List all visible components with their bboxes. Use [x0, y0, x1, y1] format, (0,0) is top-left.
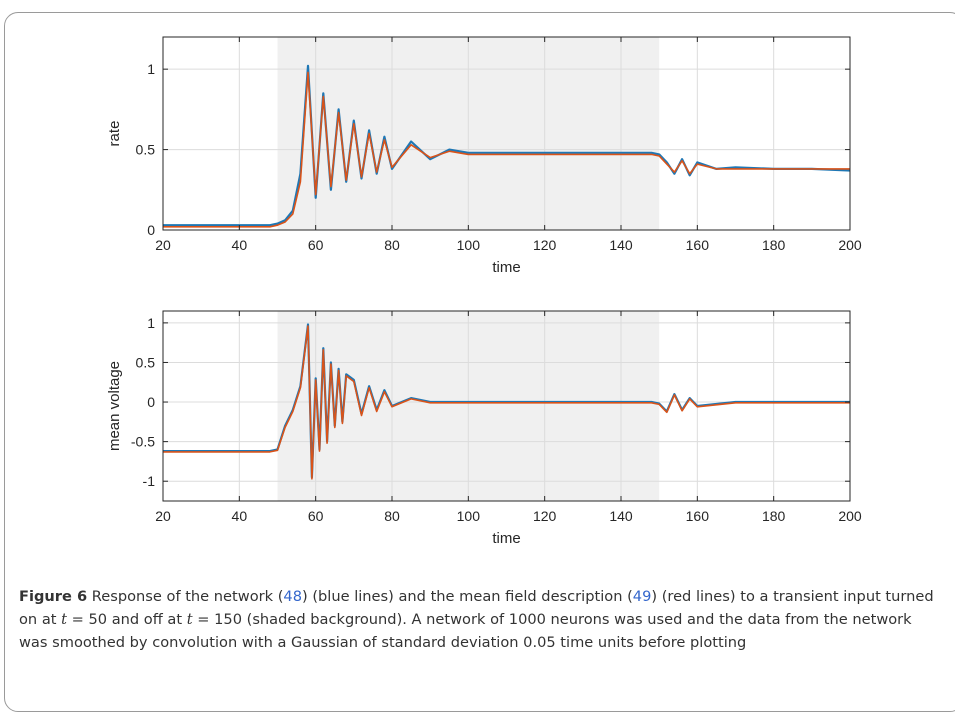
time-variable-1: t	[61, 611, 67, 628]
equation-ref-49[interactable]: 49	[632, 588, 652, 605]
volt-x-tick-label: 80	[384, 508, 400, 524]
figure-caption: Figure 6 Response of the network (48) (b…	[19, 585, 944, 654]
time-variable-2: t	[186, 611, 193, 628]
rate-x-tick-label: 140	[609, 237, 633, 253]
caption-label: Figure 6	[19, 588, 88, 605]
voltage-chart: 20 40 60 80 100 120 140 160 180 200 -1 -0.5 0 0.5 1 me…	[106, 310, 862, 547]
voltage-tick-labels: 20 40 60 80 100 120 140 160 180 200 -1 -0.5 0 0.5 1	[131, 311, 862, 524]
rate-x-tick-label: 120	[533, 237, 557, 253]
rate-x-tick-label: 160	[686, 237, 710, 253]
volt-x-tick-label: 140	[609, 508, 633, 524]
rate-x-tick-label: 180	[762, 237, 786, 253]
voltage-x-axis-label: time	[492, 530, 520, 547]
rate-x-tick-label: 20	[155, 237, 171, 253]
rate-mean-field-line	[163, 71, 850, 228]
caption-text-4: = 50 and off at	[67, 611, 187, 628]
volt-x-tick-label: 120	[533, 508, 557, 524]
volt-x-tick-label: 60	[308, 508, 324, 524]
voltage-y-axis-label: mean voltage	[106, 361, 123, 451]
rate-axes-box	[162, 36, 851, 231]
rate-x-tick-label: 80	[384, 237, 400, 253]
rate-chart: 20 40 60 80 100 120 140 160 180 200 0 0.5 1 rate tim…	[106, 36, 862, 276]
volt-y-tick-label: -0.5	[131, 434, 155, 450]
rate-y-tick-label: 0	[147, 222, 155, 238]
rate-x-axis-label: time	[492, 259, 520, 276]
caption-text-2: ) (blue lines) and the mean field descri…	[301, 588, 633, 605]
volt-x-tick-label: 180	[762, 508, 786, 524]
equation-ref-48[interactable]: 48	[283, 588, 302, 605]
caption-text-1: Response of the network (	[91, 588, 284, 605]
rate-tick-labels: 20 40 60 80 100 120 140 160 180 200 0 0.5 1	[136, 37, 862, 253]
caption-text-3: ) (red lines) to a transient input turne…	[19, 588, 934, 628]
volt-x-tick-label: 40	[232, 508, 248, 524]
volt-x-tick-label: 200	[838, 508, 862, 524]
volt-x-tick-label: 20	[155, 508, 171, 524]
rate-x-tick-label: 40	[232, 237, 248, 253]
voltage-mean-field-line	[163, 325, 850, 480]
voltage-axes-box	[162, 310, 851, 502]
volt-x-tick-label: 160	[686, 508, 710, 524]
rate-x-tick-label: 200	[838, 237, 862, 253]
rate-x-tick-label: 100	[457, 237, 481, 253]
rate-y-tick-label: 1	[147, 61, 155, 77]
caption-text-5: = 150 (shaded background). A network of …	[19, 611, 912, 651]
volt-x-tick-label: 100	[457, 508, 481, 524]
rate-y-tick-label: 0.5	[136, 142, 156, 158]
rate-x-tick-label: 60	[308, 237, 324, 253]
volt-y-tick-label: -1	[143, 473, 156, 489]
rate-y-axis-label: rate	[106, 121, 123, 147]
volt-y-tick-label: 1	[147, 315, 155, 331]
volt-y-tick-label: 0	[147, 394, 155, 410]
volt-y-tick-label: 0.5	[136, 354, 156, 370]
